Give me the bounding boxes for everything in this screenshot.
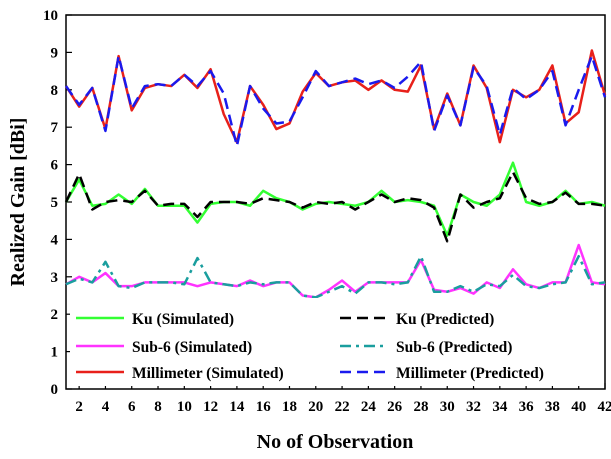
y-tick-label: 6 — [51, 158, 59, 174]
x-tick-label: 18 — [282, 399, 297, 415]
y-tick-label: 7 — [51, 120, 59, 136]
x-axis: 2 4 6 8 10 12 14 16 18 20 22 24 26 28 30 32 34 36 38 40 42 — [75, 383, 611, 415]
y-tick-label: 1 — [51, 345, 59, 361]
legend: Ku (Simulated) Ku (Predicted) Sub-6 (Sim… — [70, 298, 604, 386]
y-tick-label: 9 — [51, 45, 59, 61]
y-tick-label: 2 — [51, 307, 59, 323]
x-tick-label: 10 — [177, 399, 192, 415]
x-tick-label: 12 — [203, 399, 218, 415]
x-tick-label: 8 — [154, 399, 162, 415]
x-tick-label: 36 — [519, 399, 535, 415]
x-axis-label: No of Observation — [257, 431, 414, 453]
x-tick-label: 26 — [387, 399, 403, 415]
y-tick-label: 4 — [51, 232, 59, 248]
x-tick-label: 20 — [308, 399, 323, 415]
legend-label-mm-simulated: Millimeter (Simulated) — [132, 365, 284, 382]
x-tick-label: 34 — [492, 399, 508, 415]
x-tick-label: 6 — [128, 399, 136, 415]
y-tick-label: 3 — [51, 270, 59, 286]
legend-label-ku-simulated: Ku (Simulated) — [132, 311, 234, 328]
series-line-ku-predicted — [64, 170, 606, 243]
legend-label-mm-predicted: Millimeter (Predicted) — [396, 365, 544, 382]
series-line-sub-6-predicted — [65, 254, 606, 299]
series-layer — [64, 49, 607, 299]
series-line-sub-6-simulated — [65, 243, 606, 299]
x-tick-label: 14 — [229, 399, 245, 415]
y-tick-label: 0 — [51, 382, 59, 398]
x-tick-label: 30 — [440, 399, 455, 415]
series-line-millimeter-predicted — [64, 54, 607, 148]
x-tick-label: 24 — [361, 399, 377, 415]
x-tick-label: 4 — [102, 399, 110, 415]
y-axis-label: Realized Gain [dBi] — [7, 118, 29, 287]
y-tick-label: 10 — [43, 8, 58, 24]
x-tick-label: 32 — [466, 399, 481, 415]
legend-box — [70, 298, 604, 386]
legend-label-sub6-simulated: Sub-6 (Simulated) — [132, 339, 252, 356]
legend-label-ku-predicted: Ku (Predicted) — [396, 311, 494, 328]
x-tick-label: 2 — [75, 399, 83, 415]
legend-label-sub6-predicted: Sub-6 (Predicted) — [396, 339, 512, 356]
x-tick-label: 42 — [598, 399, 611, 415]
x-tick-label: 16 — [256, 399, 272, 415]
y-tick-label: 8 — [51, 83, 59, 99]
x-tick-label: 22 — [335, 399, 350, 415]
x-tick-label: 38 — [545, 399, 560, 415]
x-tick-label: 40 — [571, 399, 586, 415]
x-tick-label: 28 — [413, 399, 428, 415]
y-tick-label: 5 — [51, 195, 59, 211]
